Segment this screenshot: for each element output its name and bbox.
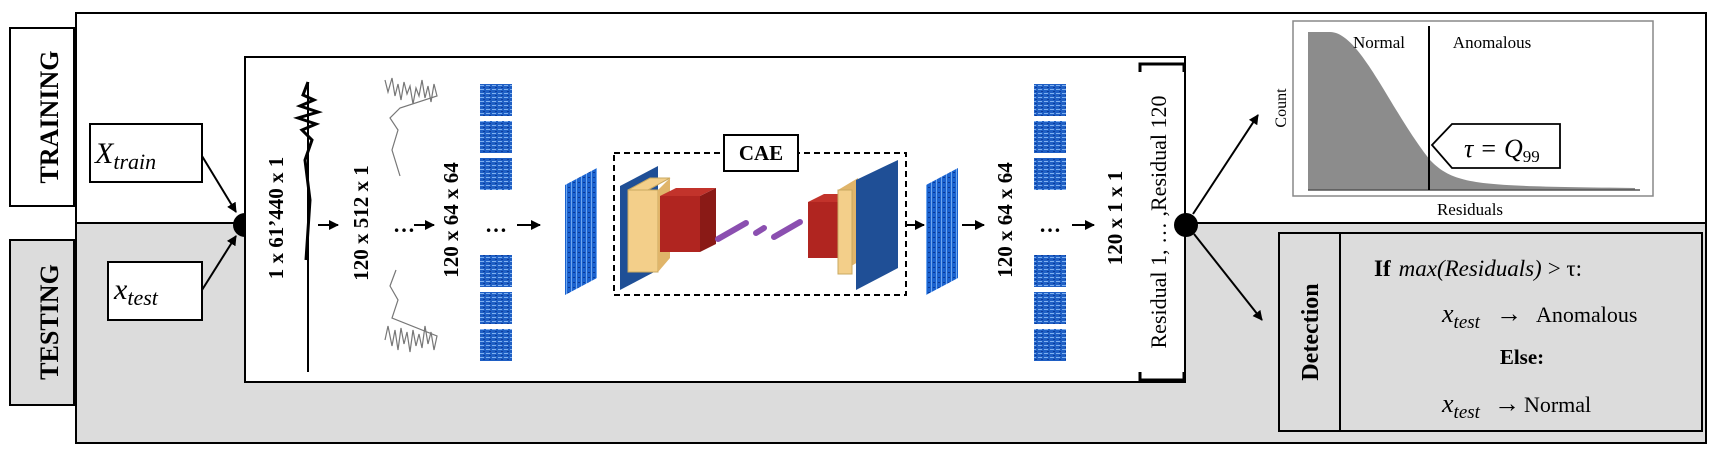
cae-input-spectrogram xyxy=(565,168,597,295)
arrow-to-detection xyxy=(1193,233,1263,321)
hist-ylabel: Count xyxy=(1273,88,1290,128)
dim-raw: 1 x 61’440 x 1 xyxy=(264,157,288,280)
dim-reconstructed: 120 x 64 x 64 xyxy=(993,162,1017,278)
detection-box xyxy=(1278,232,1703,432)
dim-segments: 120 x 512 x 1 xyxy=(349,165,373,281)
dim-residuals: 120 x 1 x 1 xyxy=(1103,171,1127,266)
spectrogram-stack-input xyxy=(480,84,512,361)
detection-anomalous-line: xtest → Anomalous xyxy=(1441,299,1637,333)
x-train-label: Xtrain xyxy=(94,137,156,174)
x-test-label: xtest xyxy=(113,273,159,310)
detection-normal-line: xtest → Normal xyxy=(1441,389,1591,423)
detection-title: Detection xyxy=(1298,283,1324,380)
detection-else: Else: xyxy=(1500,345,1544,369)
training-label: TRAINING xyxy=(35,51,64,184)
cae-output-spectrogram xyxy=(926,168,958,295)
residual-set-brackets xyxy=(1138,62,1186,382)
residual-set: Residual 1, … ,Residual 120 xyxy=(1146,96,1171,349)
encoder-blocks xyxy=(620,166,716,290)
segment-waveform-top xyxy=(384,77,438,177)
latent-representation xyxy=(715,219,803,242)
testing-label-box xyxy=(9,239,75,406)
threshold-label: τ = Q99 xyxy=(1464,134,1540,166)
ellipsis-segments: … xyxy=(393,212,415,237)
dim-spectrograms: 120 x 64 x 64 xyxy=(439,162,463,278)
decoder-blocks xyxy=(808,160,898,290)
testing-label: TESTING xyxy=(35,264,64,380)
cae-label: CAE xyxy=(739,141,783,165)
threshold-callout xyxy=(1430,123,1561,169)
ellipsis-reconstructed: … xyxy=(1039,212,1061,237)
arrow-to-histogram xyxy=(1192,114,1259,215)
x-test-box xyxy=(107,261,203,321)
detection-condition: If max(Residuals) > τ: xyxy=(1374,256,1582,281)
segment-waveform-bottom xyxy=(384,269,438,353)
x-train-box xyxy=(89,123,203,183)
histogram-distribution xyxy=(1308,32,1635,190)
hist-normal-label: Normal xyxy=(1353,33,1405,52)
output-junction xyxy=(1174,213,1198,237)
spectrogram-stack-output xyxy=(1034,84,1066,361)
hist-xlabel: Residuals xyxy=(1437,200,1503,219)
hist-anomalous-label: Anomalous xyxy=(1453,33,1531,52)
test-arrow xyxy=(201,235,237,291)
ellipsis-spectrograms: … xyxy=(485,212,507,237)
train-arrow xyxy=(201,155,237,213)
training-label-box xyxy=(9,27,75,207)
cae-label-box xyxy=(723,134,799,172)
